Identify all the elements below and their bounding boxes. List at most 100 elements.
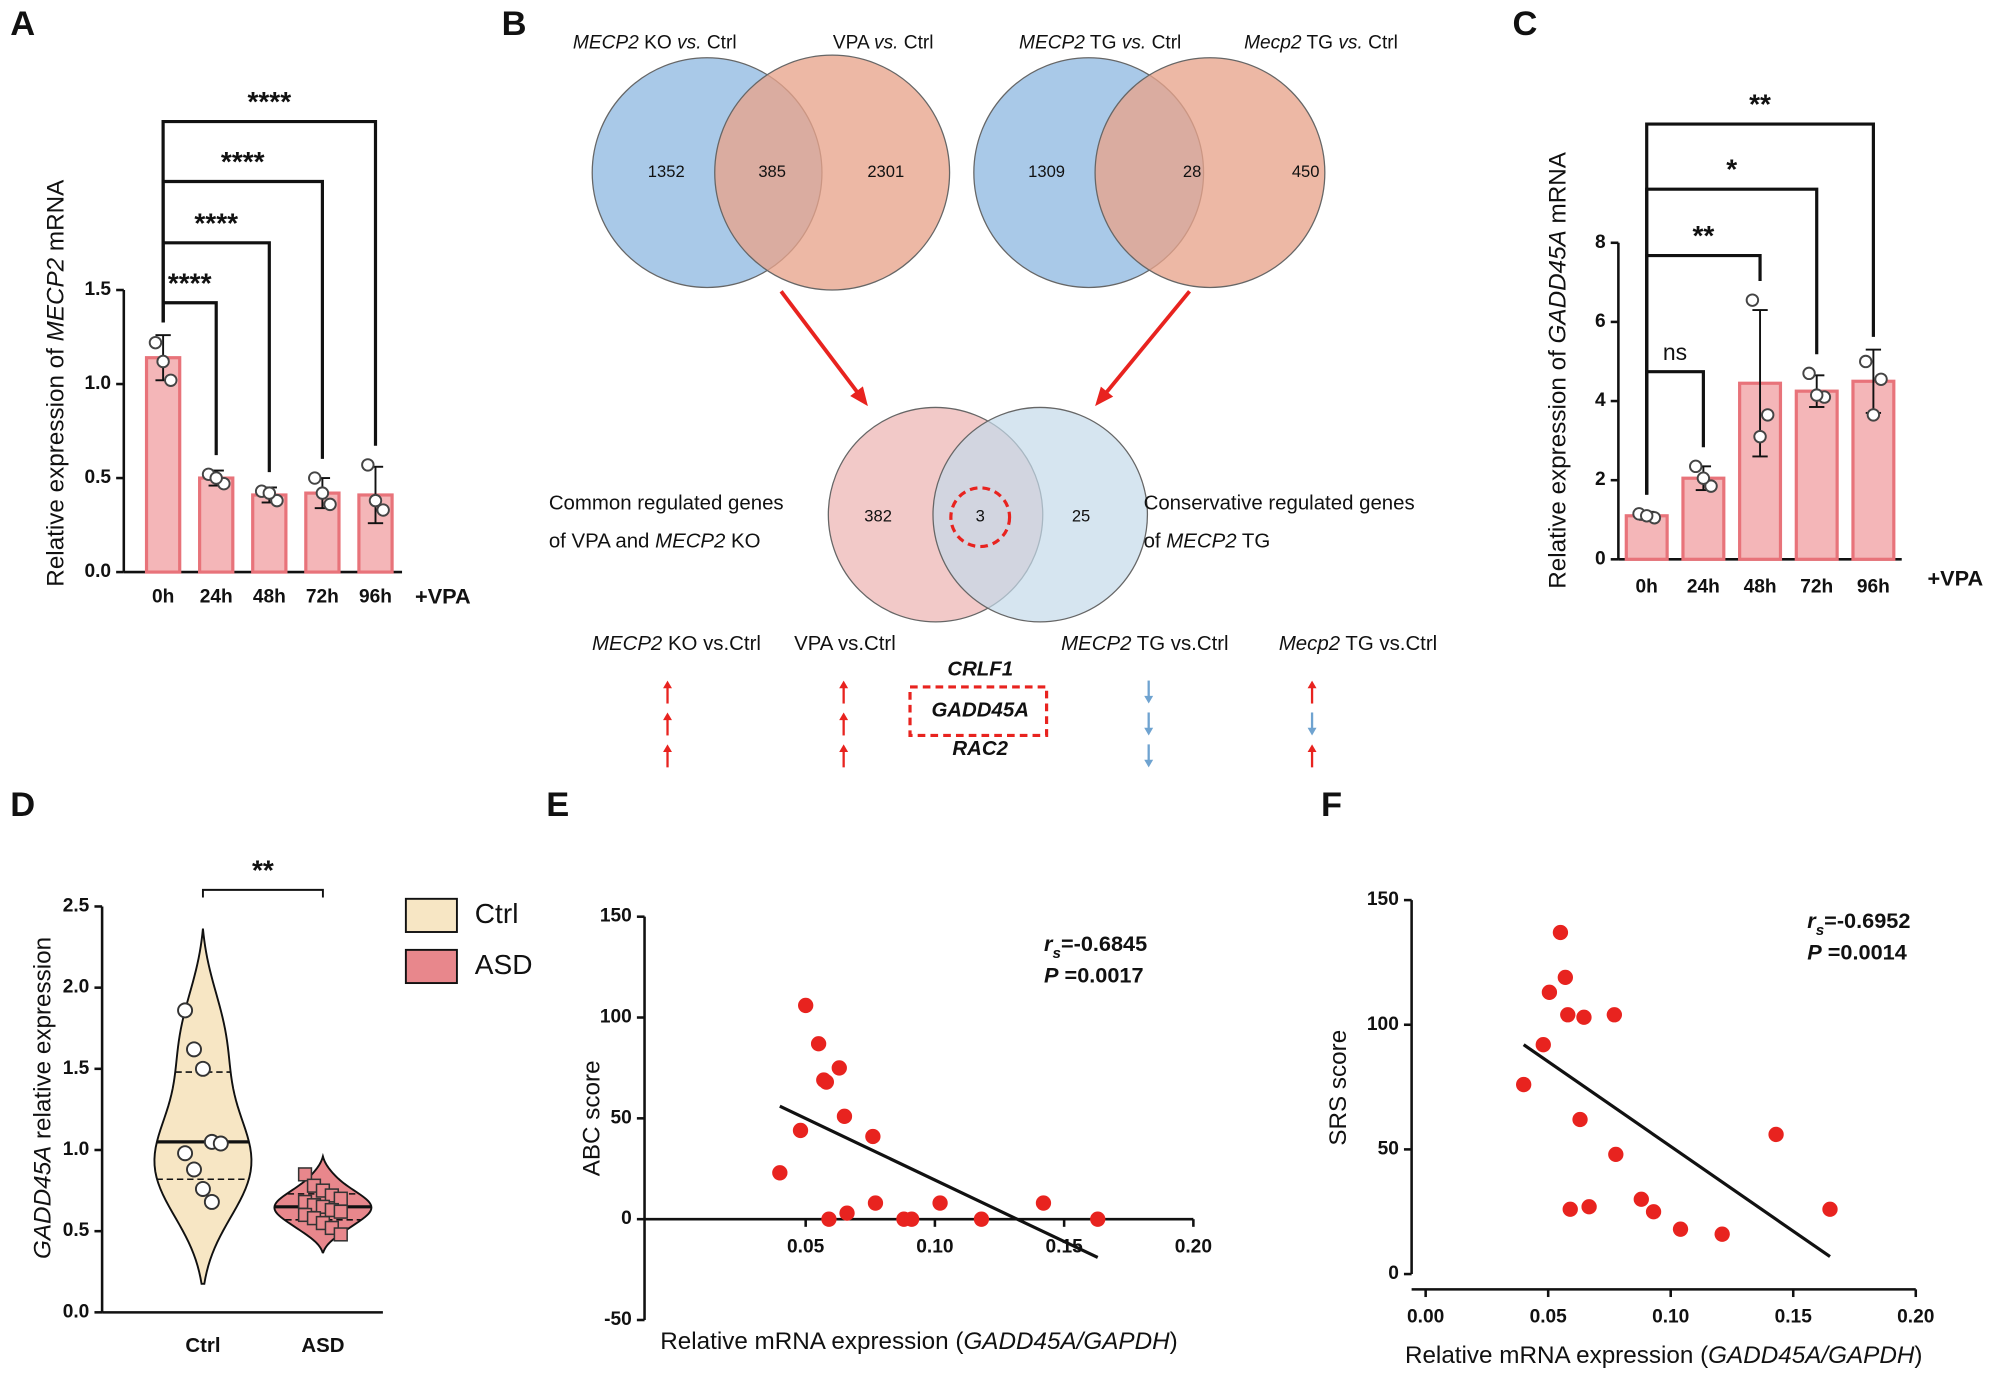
highlight-ring (949, 486, 1012, 549)
data-point (209, 471, 223, 485)
data-point (156, 354, 170, 369)
annotation-part: =-0.6845 (1061, 930, 1147, 955)
x-tick-label: 0h (1636, 576, 1658, 597)
venn-count: 3 (976, 507, 985, 526)
data-point (810, 1036, 827, 1052)
venn-set-label-part: Ctrl (702, 33, 737, 54)
data-point (1768, 1126, 1784, 1143)
x-tick-label: 0.15 (1775, 1307, 1813, 1328)
y-axis-label-part: MECP2 (43, 257, 70, 341)
legend-label: Ctrl (475, 898, 519, 929)
venn-set-label: MECP2 TG vs. Ctrl (1019, 33, 1181, 54)
data-point (1576, 1009, 1592, 1025)
significance-label: **** (247, 86, 291, 117)
venn-set-label-part: VPA (833, 33, 874, 54)
significance-bracket (161, 119, 378, 446)
annotation: rs=-0.6845 (1044, 930, 1147, 961)
x-axis-label: Relative mRNA expression (GADD45A/GAPDH) (1405, 1342, 1923, 1369)
data-point (212, 1135, 229, 1152)
venn-count: 25 (1072, 507, 1090, 526)
data-point (1552, 924, 1569, 941)
column-header: MECP2 TG vs.Ctrl (1061, 633, 1228, 655)
trend-line (1522, 1043, 1831, 1258)
x-tick-label: 24h (200, 587, 233, 608)
data-point (297, 1167, 313, 1182)
overlap-description-part: of (1144, 531, 1167, 553)
data-point (177, 1145, 194, 1162)
column-header: Mecp2 TG vs.Ctrl (1279, 633, 1437, 655)
y-tick-label: 1.5 (63, 1058, 90, 1079)
panel-label: C (1512, 5, 1537, 43)
y-tick-label: 0 (1595, 548, 1606, 569)
data-point (368, 493, 383, 508)
bar (1624, 514, 1669, 561)
y-axis-label-part: Relative expression of (1545, 343, 1572, 588)
regulation-arrow-head (839, 680, 849, 689)
regulation-arrow-head (839, 712, 849, 721)
data-point (932, 1195, 948, 1211)
venn-set-label-part: KO (639, 33, 677, 54)
venn-set (714, 54, 951, 291)
data-point (323, 497, 337, 512)
column-header: MECP2 KO vs.Ctrl (592, 633, 761, 655)
significance-label: ** (1692, 220, 1714, 251)
annotation-part: r (1044, 930, 1054, 955)
venn-set-label-part: Ctrl (1146, 33, 1181, 54)
data-point (186, 1161, 202, 1178)
data-point (194, 1180, 211, 1197)
y-tick-label: -50 (604, 1309, 632, 1330)
significance-bracket (1645, 370, 1705, 495)
venn-set-label-part: vs. (1122, 33, 1146, 54)
x-tick-label: 0.20 (1175, 1236, 1212, 1257)
significance-bracket (201, 888, 324, 898)
data-point (1645, 1204, 1662, 1220)
data-point (792, 1122, 809, 1139)
data-point (262, 486, 277, 500)
data-point (1606, 1007, 1623, 1023)
gene-name: GADD45A (931, 700, 1029, 722)
data-point (1874, 372, 1888, 386)
overlap-description: Conservative regulated genes (1144, 493, 1415, 515)
data-point (1640, 509, 1654, 523)
data-point (1035, 1195, 1052, 1211)
panel-label: D (10, 786, 35, 824)
venn-count: 2301 (867, 162, 904, 181)
data-point (1672, 1221, 1689, 1237)
y-axis-label-part: mRNA (43, 179, 70, 258)
overlap-description-part: MECP2 (655, 531, 726, 553)
venn-set-label-part: vs. (1338, 33, 1362, 54)
data-point (164, 373, 178, 387)
significance-label: ns (1663, 339, 1687, 365)
trend-line (779, 1104, 1099, 1259)
data-point (973, 1211, 990, 1227)
x-tick-label: 0.10 (1652, 1307, 1689, 1328)
data-point (148, 335, 163, 350)
overlap-description-part: MECP2 (1166, 531, 1237, 553)
data-point (865, 1128, 881, 1145)
significance-label: **** (221, 146, 265, 177)
panel-label: F (1321, 786, 1342, 824)
x-axis-label-part: Relative mRNA expression ( (1405, 1342, 1708, 1369)
x-note: +VPA (1928, 565, 1984, 590)
data-point (1633, 1191, 1649, 1207)
data-point (1810, 388, 1824, 402)
annotation-part: =-0.6952 (1824, 908, 1910, 933)
legend-swatch (404, 948, 458, 985)
x-tick-label: 24h (1687, 576, 1720, 597)
data-point (821, 1211, 837, 1227)
data-point (1753, 429, 1767, 444)
y-axis-label-part: GADD45A (1545, 230, 1572, 343)
x-tick-label: 0.05 (1530, 1307, 1568, 1328)
x-tick-label: 0.10 (916, 1236, 953, 1257)
column-header-part: TG vs.Ctrl (1340, 633, 1437, 655)
y-tick-label: 100 (1367, 1014, 1399, 1035)
bar (144, 356, 182, 574)
overlap-description-part: TG (1237, 531, 1271, 553)
venn-count: 385 (758, 162, 786, 181)
regulation-arrow-head (1307, 744, 1317, 753)
y-axis-label: GADD45A relative expression (30, 937, 57, 1259)
data-point (1802, 366, 1816, 381)
annotation: rs=-0.6952 (1807, 908, 1910, 939)
x-axis-label-part: Relative mRNA expression ( (660, 1328, 963, 1355)
venn-set-label: MECP2 KO vs. Ctrl (573, 33, 737, 54)
